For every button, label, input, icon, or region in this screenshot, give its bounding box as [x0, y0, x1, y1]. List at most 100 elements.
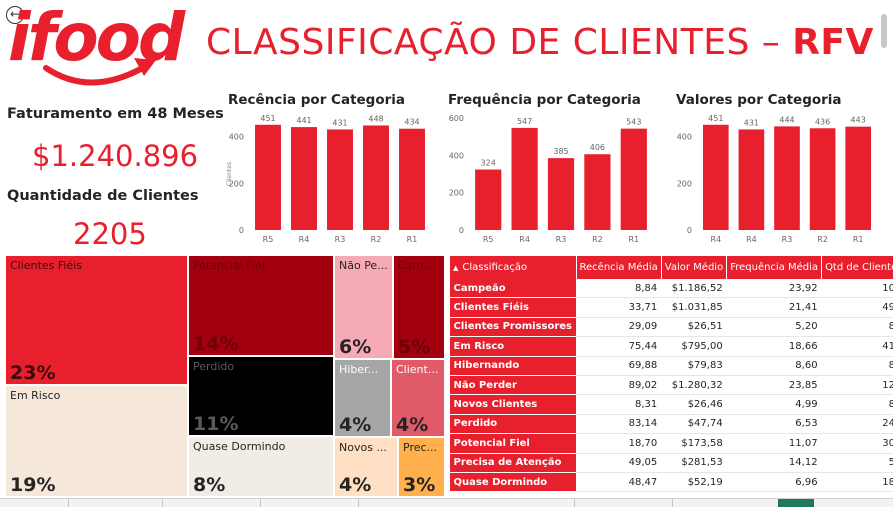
table-cell: 69,88 [576, 356, 661, 375]
bar-r3-2[interactable] [548, 158, 574, 230]
treemap-tile-quase-dormindo[interactable]: Quase Dormindo 8% [188, 436, 334, 497]
recency-chart-title: Recência por Categoria [228, 92, 405, 108]
x-tick-label: R4 [746, 235, 757, 244]
bar-r2-3[interactable] [363, 125, 389, 230]
x-tick-label: R2 [817, 235, 828, 244]
bar-value-label: 406 [590, 143, 605, 152]
bar-value-label: 451 [260, 114, 275, 123]
treemap-tile-novos-clientes[interactable]: Novos ... 4% [334, 437, 398, 497]
bar-r4-1[interactable] [291, 127, 317, 230]
table-cell: 49,05 [576, 453, 661, 472]
page-title: CLASSIFICAÇÃO DE CLIENTES – RFV [206, 22, 874, 63]
table-cell: 87 [822, 317, 893, 336]
table-cell: $281,53 [661, 453, 726, 472]
x-tick-label: R5 [263, 235, 274, 244]
table-cell: $26,46 [661, 395, 726, 414]
revenue-label: Faturamento em 48 Meses [7, 106, 224, 122]
y-tick-label: 400 [229, 133, 244, 142]
treemap-tile-perdido[interactable]: Perdido 11% [188, 356, 334, 436]
table-header-1[interactable]: Recência Média [576, 256, 661, 279]
table-cell: 309 [822, 434, 893, 453]
table-cell: 182 [822, 472, 893, 491]
x-tick-label: R2 [371, 235, 382, 244]
table-cell-category: Precisa de Atenção [450, 453, 577, 472]
bar-value-label: 448 [368, 114, 383, 123]
bar-r2-3[interactable] [584, 154, 610, 230]
bar-r4-1[interactable] [739, 129, 765, 230]
table-cell-category: Clientes Fiéis [450, 298, 577, 317]
table-cell: 6,96 [727, 472, 822, 491]
x-tick-label: R3 [556, 235, 567, 244]
bar-r2-3[interactable] [810, 128, 836, 230]
table-header-label: Classificação [462, 262, 527, 273]
treemap-tile-potencial-fiel[interactable]: Potencial Fiel 14% [188, 255, 334, 356]
table-header-0[interactable]: ▲ Classificação [450, 256, 577, 279]
treemap-tile-nao-perder[interactable]: Não Pe... 6% [334, 255, 393, 359]
table-cell: 18,66 [727, 337, 822, 356]
bar-r4-0[interactable] [703, 125, 729, 230]
bar-value-label: 434 [404, 118, 419, 127]
treemap-percent: 19% [10, 474, 55, 496]
table-header-2[interactable]: Valor Médio [661, 256, 726, 279]
table-cell: 18,70 [576, 434, 661, 453]
bar-r1-4[interactable] [845, 127, 871, 230]
treemap-percent: 5% [398, 336, 430, 358]
table-cell: 14,12 [727, 453, 822, 472]
treemap-tile-em-risco[interactable]: Em Risco 19% [5, 385, 188, 497]
vertical-scrollbar[interactable] [881, 14, 887, 48]
x-tick-label: R4 [299, 235, 310, 244]
ifood-logo: ifood [6, 2, 196, 98]
treemap-percent: 4% [339, 474, 371, 496]
treemap-tile-hibernando[interactable]: Hiber... 4% [334, 359, 391, 437]
bar-r3-2[interactable] [774, 126, 800, 230]
table-cell: 23,92 [727, 279, 822, 298]
table-cell-category: Não Perder [450, 375, 577, 394]
treemap-percent: 11% [193, 413, 238, 435]
table-cell-category: Quase Dormindo [450, 472, 577, 491]
sort-ascending-icon[interactable]: ▲ [453, 264, 458, 272]
treemap-tile-campeao[interactable]: Cam... 5% [393, 255, 445, 359]
x-tick-label: R3 [335, 235, 346, 244]
table-cell-category: Campeão [450, 279, 577, 298]
treemap-label: Client... [396, 363, 438, 376]
treemap-tile-precisa-de-atencao[interactable]: Prec... 3% [398, 437, 445, 497]
y-tick-label: 200 [229, 179, 244, 188]
values-chart-title: Valores por Categoria [676, 92, 842, 108]
bar-r1-4[interactable] [399, 129, 425, 230]
y-tick-label: 0 [459, 226, 464, 235]
table-cell: 249 [822, 414, 893, 433]
bar-value-label: 431 [332, 118, 347, 127]
y-tick-label: 200 [449, 189, 464, 198]
treemap-tile-clientes-fieis[interactable]: Clientes Fiéis 23% [5, 255, 188, 385]
table-cell: $1.031,85 [661, 298, 726, 317]
bar-r5-0[interactable] [475, 170, 501, 230]
table-header-3[interactable]: Frequência Média [727, 256, 822, 279]
bar-r5-0[interactable] [255, 125, 281, 230]
table-cell: $1.280,32 [661, 375, 726, 394]
x-tick-label: R5 [483, 235, 494, 244]
bar-r3-2[interactable] [327, 129, 353, 230]
bar-r4-1[interactable] [511, 128, 537, 230]
treemap-tile-clientes-promissores[interactable]: Client... 4% [391, 359, 445, 437]
table-cell: 109 [822, 279, 893, 298]
bar-r1-4[interactable] [621, 129, 647, 230]
treemap-percent: 14% [193, 333, 238, 355]
treemap-label: Clientes Fiéis [10, 259, 82, 272]
table-cell-category: Novos Clientes [450, 395, 577, 414]
x-tick-label: R1 [853, 235, 864, 244]
table-header-4[interactable]: Qtd de Clientes [822, 256, 893, 279]
